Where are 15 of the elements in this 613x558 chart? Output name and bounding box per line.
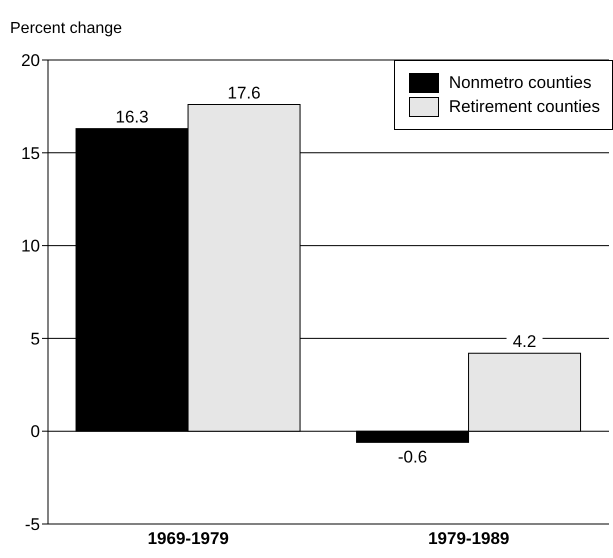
legend-label: Retirement counties <box>448 97 600 117</box>
y-tick-label: 10 <box>21 236 40 256</box>
data-label: 16.3 <box>116 108 149 127</box>
y-tick-label: 5 <box>30 329 40 348</box>
data-label: 4.2 <box>512 332 536 352</box>
y-axis-title: Percent change <box>10 20 122 38</box>
legend-label: Nonmetro counties <box>448 73 592 93</box>
y-tick-label: -5 <box>24 515 40 534</box>
y-tick-label: 15 <box>21 144 40 163</box>
y-tick-label: 0 <box>30 422 40 442</box>
data-label: 17.6 <box>228 84 261 103</box>
x-tick-label: 1969-1979 <box>148 529 229 548</box>
data-label: -0.6 <box>398 447 428 466</box>
y-tick-label: 20 <box>21 51 40 70</box>
x-tick-label: 1979-1989 <box>428 529 510 548</box>
